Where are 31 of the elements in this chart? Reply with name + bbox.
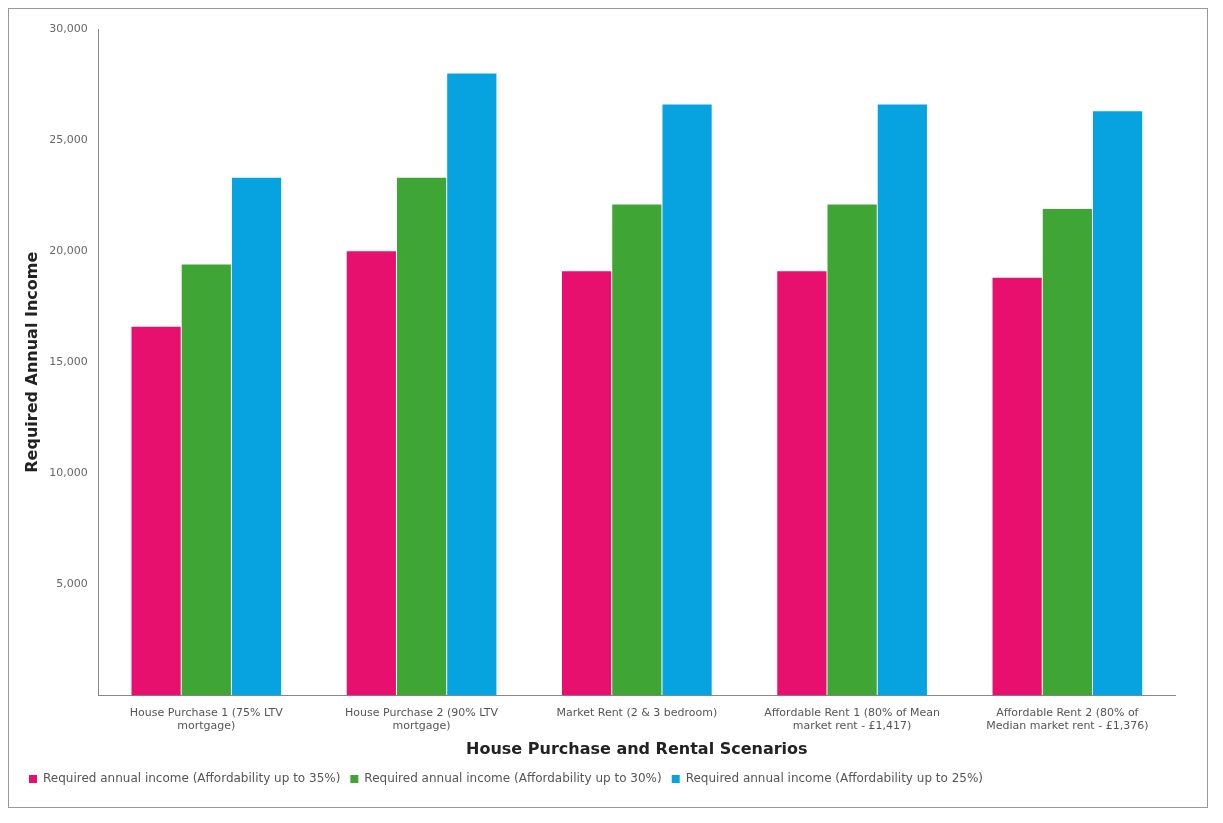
bar [877,104,927,696]
bar [131,326,181,696]
y-tick-label: 30,000 [49,21,88,35]
bar [396,177,447,696]
bar [612,204,662,696]
x-tick-label: Affordable Rent 2 (80% of Median market rent - £1,376) [986,705,1149,733]
bar [1092,111,1143,696]
x-tick-label: Affordable Rent 1 (80% of Mean market rent - £1,417) [764,705,940,733]
x-axis-title: House Purchase and Rental Scenarios [466,738,808,758]
bar [992,277,1042,696]
x-tick-label: House Purchase 2 (90% LTV mortgage) [345,705,499,733]
legend-label: Required annual income (Affordability up to 30%) [364,771,662,786]
y-tick-label: 10,000 [49,466,88,480]
bar [346,251,396,696]
y-axis-title: Required Annual Income [21,251,41,473]
bar [447,73,497,696]
y-tick-label: 5,000 [56,577,88,591]
bar [662,104,712,696]
bar [181,264,231,696]
legend-label: Required annual income (Affordability up to 35%) [43,771,341,786]
bar [827,204,877,696]
y-tick-label: 20,000 [49,243,88,257]
bar [777,271,827,696]
bar [231,177,282,696]
x-tick-label: Market Rent (2 & 3 bedroom) [556,705,718,719]
y-tick-label: 15,000 [49,355,88,369]
x-tick-label: House Purchase 1 (75% LTV mortgage) [129,705,284,733]
legend-label: Required annual income (Affordability up to 25%) [685,771,984,786]
y-tick-label: 25,000 [49,132,88,146]
bar [562,271,612,696]
bar [1042,208,1092,696]
